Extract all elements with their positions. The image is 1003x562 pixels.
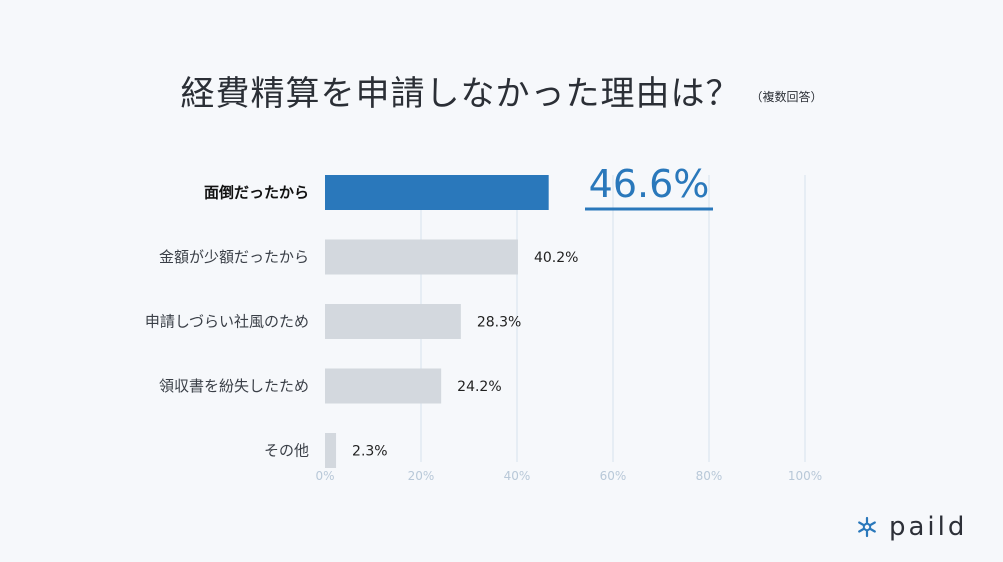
value-label: 40.2% xyxy=(534,250,578,266)
chart-subtitle: （複数回答） xyxy=(750,90,823,104)
category-label: 申請しづらい社風のため xyxy=(145,313,309,331)
chart-title: 経費精算を申請しなかった理由は？ xyxy=(180,74,741,114)
category-label: 領収書を紛失したため xyxy=(159,377,309,395)
bar xyxy=(325,239,518,275)
paild-logo-icon xyxy=(858,516,876,538)
category-label: その他 xyxy=(264,442,309,460)
category-label: 金額が少額だったから xyxy=(159,248,309,266)
value-label: 2.3% xyxy=(352,444,388,460)
x-tick-label: 20% xyxy=(408,469,435,483)
bar xyxy=(325,175,549,210)
value-label: 24.2% xyxy=(457,379,501,395)
category-label: 面倒だったから xyxy=(204,184,309,202)
highlight-value-label: 46.6% xyxy=(589,162,710,206)
bar xyxy=(325,433,337,468)
x-tick-label: 40% xyxy=(504,469,531,483)
chart-title-block: 経費精算を申請しなかった理由は？ （複数回答） xyxy=(0,66,1003,115)
value-label: 28.3% xyxy=(477,315,521,331)
bar xyxy=(325,368,442,404)
x-tick-label: 0% xyxy=(315,469,334,483)
bar xyxy=(325,304,461,339)
x-tick-label: 80% xyxy=(696,469,723,483)
brand-name: paild xyxy=(889,512,968,542)
x-tick-label: 60% xyxy=(600,469,627,483)
brand-logo: paild xyxy=(855,514,967,540)
x-tick-label: 100% xyxy=(788,469,822,483)
